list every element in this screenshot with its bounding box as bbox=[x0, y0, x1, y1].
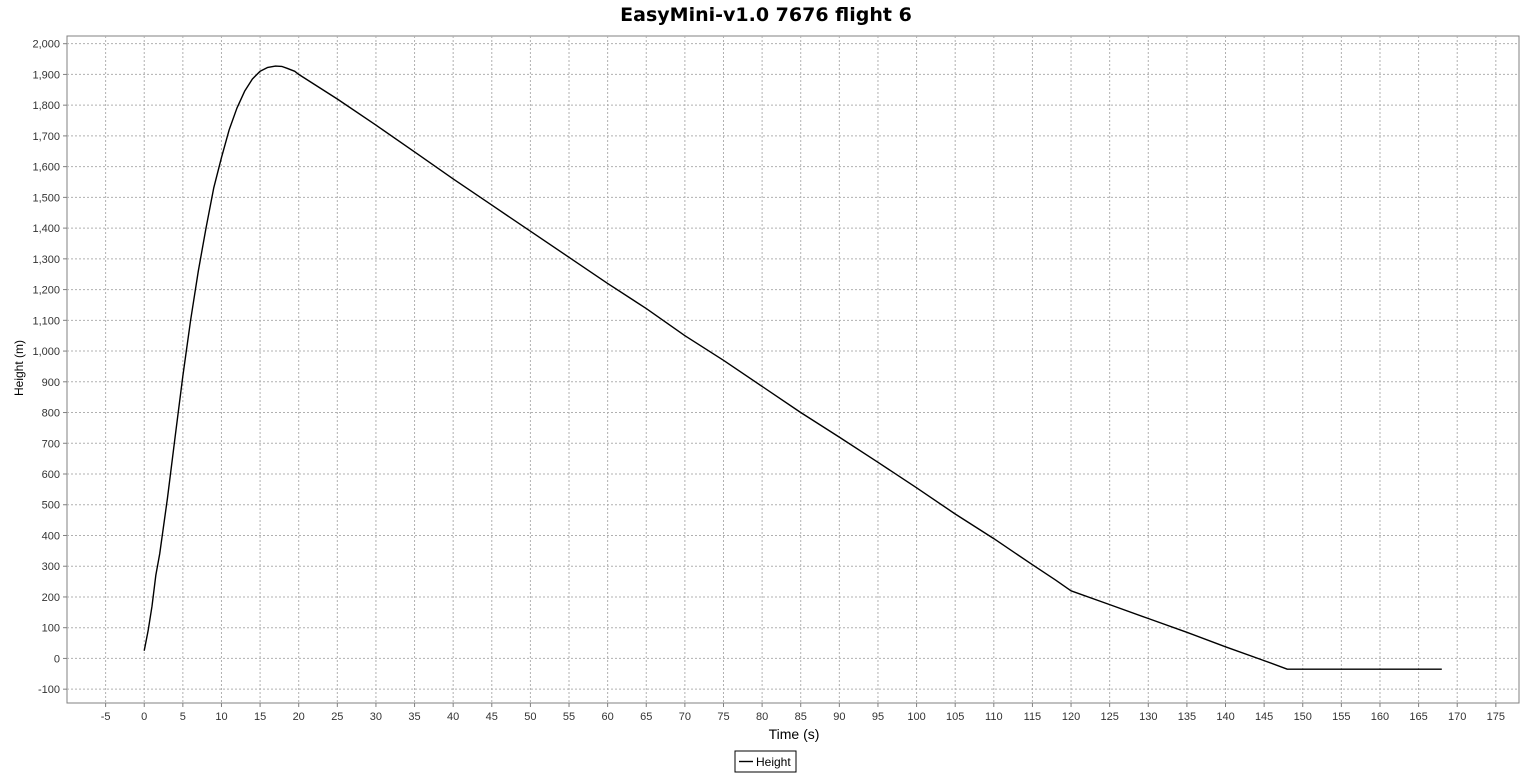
legend-box bbox=[734, 750, 797, 773]
x-tick-label: 145 bbox=[1255, 711, 1273, 723]
x-tick-label: 65 bbox=[640, 711, 652, 723]
y-tick-label: 1,600 bbox=[32, 162, 60, 174]
y-tick-label: 1,100 bbox=[32, 315, 60, 327]
y-tick-label: 1,200 bbox=[32, 285, 60, 297]
x-tick-label: 150 bbox=[1294, 711, 1312, 723]
y-tick-label: 1,800 bbox=[32, 100, 60, 112]
x-tick-label: 15 bbox=[254, 711, 266, 723]
y-tick-label: 1,400 bbox=[32, 223, 60, 235]
grid-lines bbox=[67, 36, 1519, 703]
x-tick-label: 125 bbox=[1100, 711, 1118, 723]
x-tick-label: 115 bbox=[1024, 711, 1042, 723]
legend-label-height: Height bbox=[756, 755, 791, 769]
x-tick-label: 90 bbox=[833, 711, 845, 723]
x-tick-label: 170 bbox=[1448, 711, 1466, 723]
y-tick-label: 200 bbox=[42, 592, 60, 604]
y-tick-label: 1,000 bbox=[32, 346, 60, 358]
x-tick-label: 0 bbox=[141, 711, 147, 723]
y-tick-label: 100 bbox=[42, 623, 60, 635]
chart-title: EasyMini-v1.0 7676 flight 6 bbox=[620, 4, 912, 26]
x-tick-label: 45 bbox=[486, 711, 498, 723]
y-tick-label: 400 bbox=[42, 530, 60, 542]
x-tick-label: 155 bbox=[1332, 711, 1350, 723]
y-tick-label: 600 bbox=[42, 469, 60, 481]
x-tick-label: 50 bbox=[524, 711, 536, 723]
series-line-height bbox=[143, 65, 1442, 670]
x-tick-label: 130 bbox=[1139, 711, 1157, 723]
x-tick-label: 140 bbox=[1216, 711, 1234, 723]
x-tick-label: 25 bbox=[331, 711, 343, 723]
y-tick-label: 0 bbox=[54, 653, 60, 665]
y-axis: -100 0 100 200 300 400 500 600 700 800 900 1,000 1,1… bbox=[32, 39, 67, 696]
y-tick-label: 1,700 bbox=[32, 131, 60, 143]
x-tick-label: 175 bbox=[1487, 711, 1505, 723]
plot-area bbox=[66, 35, 1520, 704]
y-tick-label: -100 bbox=[38, 684, 60, 696]
y-tick-label: 1,900 bbox=[32, 69, 60, 81]
x-tick-label: 20 bbox=[293, 711, 305, 723]
x-tick-label: 95 bbox=[872, 711, 884, 723]
x-tick-label: 100 bbox=[907, 711, 925, 723]
x-tick-label: 160 bbox=[1371, 711, 1389, 723]
x-tick-label: 35 bbox=[408, 711, 420, 723]
y-tick-label: 1,500 bbox=[32, 192, 60, 204]
x-tick-label: 85 bbox=[795, 711, 807, 723]
x-tick-label: -5 bbox=[101, 711, 111, 723]
y-tick-label: 700 bbox=[42, 438, 60, 450]
x-tick-label: 165 bbox=[1409, 711, 1427, 723]
x-tick-label: 80 bbox=[756, 711, 768, 723]
x-tick-label: 70 bbox=[679, 711, 691, 723]
legend: Height bbox=[734, 750, 797, 773]
y-tick-label: 2,000 bbox=[32, 39, 60, 51]
x-tick-label: 10 bbox=[215, 711, 227, 723]
x-axis-label: Time (s) bbox=[769, 726, 820, 742]
y-tick-label: 800 bbox=[42, 408, 60, 420]
x-tick-label: 120 bbox=[1062, 711, 1080, 723]
y-tick-label: 500 bbox=[42, 500, 60, 512]
x-axis: -5 0 5 10 15 20 25 30 35 40 45 50 55 60 65 70 75 80 85 90 95… bbox=[101, 703, 1505, 723]
x-tick-label: 30 bbox=[370, 711, 382, 723]
x-tick-label: 40 bbox=[447, 711, 459, 723]
x-tick-label: 110 bbox=[985, 711, 1003, 723]
y-tick-label: 300 bbox=[42, 561, 60, 573]
x-tick-label: 135 bbox=[1178, 711, 1196, 723]
x-tick-label: 105 bbox=[946, 711, 964, 723]
x-tick-label: 75 bbox=[717, 711, 729, 723]
x-tick-label: 55 bbox=[563, 711, 575, 723]
y-tick-label: 900 bbox=[42, 377, 60, 389]
y-axis-label: Height (m) bbox=[12, 340, 26, 396]
x-tick-label: 5 bbox=[180, 711, 186, 723]
x-tick-label: 60 bbox=[602, 711, 614, 723]
y-tick-label: 1,300 bbox=[32, 254, 60, 266]
